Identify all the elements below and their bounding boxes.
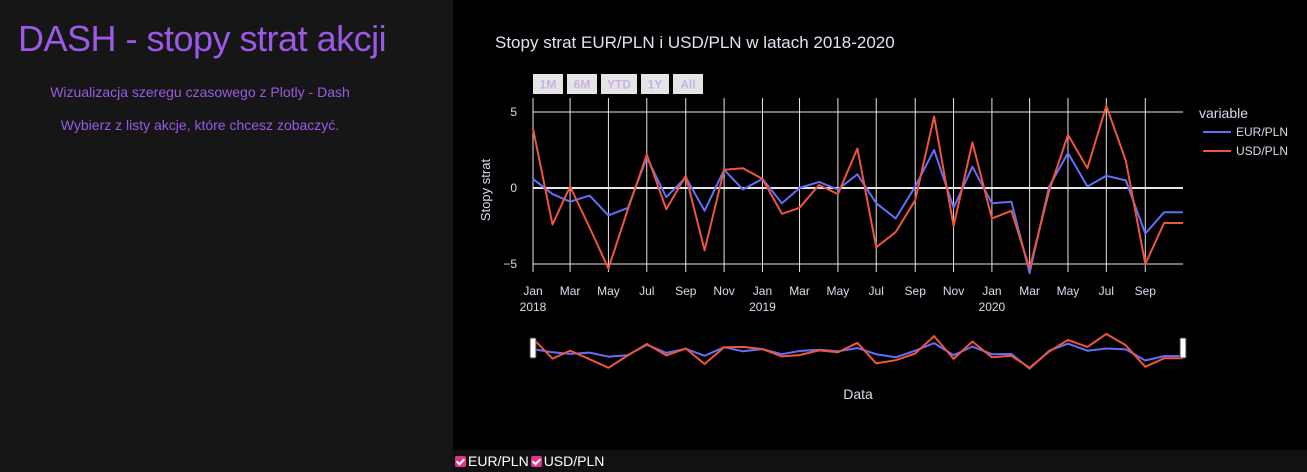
x-tick-label: Jul	[869, 284, 884, 298]
x-tick-label: Nov	[943, 284, 964, 298]
range-button-label-6m: 6M	[574, 78, 591, 92]
x-tick-label: Sep	[675, 284, 697, 298]
series-line-eur-pln	[532, 149, 1183, 275]
checkbox-checked-icon[interactable]	[530, 455, 542, 467]
sidebar: DASH - stopy strat akcji Wizualizacja sz…	[0, 0, 453, 472]
checklist-bar: EUR/PLN USD/PLN	[453, 450, 1307, 472]
x-tick-label: Sep	[905, 284, 927, 298]
checklist-item-eur[interactable]: EUR/PLN	[453, 453, 529, 469]
x-tick-label: May	[827, 284, 850, 298]
x-tick-year-label: 2020	[979, 300, 1006, 314]
x-tick-label: Jan	[523, 284, 542, 298]
line-chart: Stopy strat EUR/PLN i USD/PLN w latach 2…	[478, 33, 1288, 402]
checklist-item-usd[interactable]: USD/PLN	[529, 453, 605, 469]
x-tick-label: Mar	[560, 284, 581, 298]
range-slider-handle-left[interactable]	[529, 337, 537, 359]
range-button-label-all: All	[680, 78, 695, 92]
range-button-ytd[interactable]	[601, 74, 637, 94]
checklist-label-eur: EUR/PLN	[468, 453, 529, 469]
checkbox-checked-icon[interactable]	[455, 455, 466, 467]
x-axis-label: Data	[843, 386, 873, 402]
x-tick-label: May	[597, 284, 620, 298]
chart-area: Stopy strat EUR/PLN i USD/PLN w latach 2…	[453, 0, 1307, 450]
x-tick-label: Sep	[1135, 284, 1157, 298]
range-slider-series-usd-pln	[532, 332, 1183, 369]
checklist-label-usd: USD/PLN	[543, 453, 605, 469]
x-tick-label: Jul	[639, 284, 654, 298]
legend-entry-label: USD/PLN	[1236, 144, 1288, 158]
range-button-all[interactable]	[673, 74, 703, 94]
x-tick-label: Jan	[982, 284, 1001, 298]
range-button-1y[interactable]	[641, 74, 669, 94]
x-tick-year-label: 2018	[520, 300, 547, 314]
range-button-6m[interactable]	[567, 74, 597, 94]
y-axis-label: Stopy strat	[478, 159, 493, 222]
range-button-label-1m: 1M	[540, 78, 557, 92]
y-tick-label: 5	[510, 105, 517, 119]
x-tick-label: Mar	[789, 284, 810, 298]
legend-entry-label: EUR/PLN	[1236, 125, 1288, 139]
x-tick-label: Jul	[1099, 284, 1114, 298]
x-tick-year-label: 2019	[749, 300, 776, 314]
x-tick-label: Nov	[713, 284, 734, 298]
subtitle-instruction: Wybierz z listy akcje, które chcesz zoba…	[60, 117, 340, 133]
range-button-label-ytd: YTD	[607, 78, 631, 92]
range-button-1m[interactable]	[533, 74, 563, 94]
range-button-label-1y: 1Y	[648, 78, 663, 92]
chart-title: Stopy strat EUR/PLN i USD/PLN w latach 2…	[495, 33, 895, 52]
x-tick-label: May	[1057, 284, 1080, 298]
subtitle-description: Wizualizacja szeregu czasowego z Plotly …	[50, 84, 350, 100]
range-slider-handle-right[interactable]	[1179, 337, 1187, 359]
x-tick-label: Jan	[753, 284, 772, 298]
app-title: DASH - stopy strat akcji	[18, 18, 387, 59]
y-tick-label: 0	[510, 181, 517, 195]
x-tick-label: Mar	[1019, 284, 1040, 298]
legend-title: variable	[1199, 105, 1248, 121]
series-line-usd-pln	[532, 104, 1183, 270]
y-tick-label: −5	[503, 257, 517, 271]
